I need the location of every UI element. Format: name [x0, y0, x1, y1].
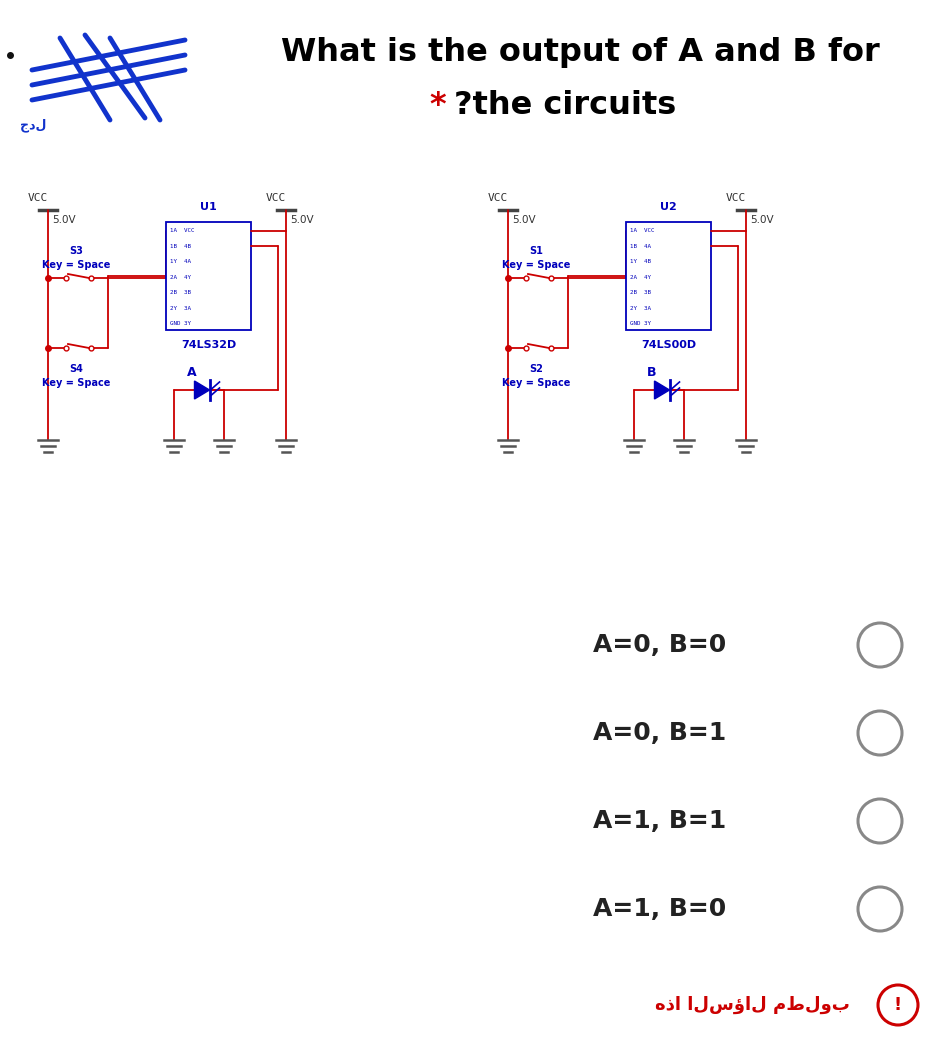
Text: 5.0V: 5.0V — [52, 215, 75, 225]
Text: 2A  4Y: 2A 4Y — [170, 275, 191, 280]
Text: 2A  4Y: 2A 4Y — [630, 275, 651, 280]
Text: 5.0V: 5.0V — [290, 215, 313, 225]
Text: 74LS00D: 74LS00D — [641, 340, 696, 351]
Text: *: * — [430, 89, 458, 120]
Text: U1: U1 — [200, 202, 217, 212]
Text: 1Y  4A: 1Y 4A — [170, 259, 191, 264]
Bar — [626, 222, 711, 330]
Text: 1Y  4B: 1Y 4B — [630, 259, 651, 264]
Text: 2Y  3A: 2Y 3A — [630, 306, 651, 311]
Text: S2
Key = Space: S2 Key = Space — [502, 364, 570, 388]
Text: What is the output of A and B for: What is the output of A and B for — [281, 36, 880, 67]
Text: 1A  VCC: 1A VCC — [630, 228, 655, 233]
Text: S4
Key = Space: S4 Key = Space — [42, 364, 110, 388]
Text: 1B  4A: 1B 4A — [630, 244, 651, 249]
Text: 1B  4B: 1B 4B — [170, 244, 191, 249]
Text: 5.0V: 5.0V — [750, 215, 774, 225]
Text: GND 3Y: GND 3Y — [170, 321, 191, 326]
Text: A=0, B=0: A=0, B=0 — [593, 633, 726, 657]
Text: VCC: VCC — [28, 193, 49, 203]
Text: B: B — [646, 365, 656, 379]
Text: VCC: VCC — [488, 193, 508, 203]
Text: VCC: VCC — [726, 193, 746, 203]
Text: هذا السؤال مطلوب: هذا السؤال مطلوب — [655, 996, 850, 1014]
Bar — [166, 222, 251, 330]
Text: A=0, B=1: A=0, B=1 — [593, 721, 726, 745]
Text: S1
Key = Space: S1 Key = Space — [502, 247, 570, 270]
Text: U2: U2 — [660, 202, 677, 212]
Text: !: ! — [894, 996, 902, 1014]
Text: 5.0V: 5.0V — [512, 215, 536, 225]
Text: 1A  VCC: 1A VCC — [170, 228, 194, 233]
Text: 2Y  3A: 2Y 3A — [170, 306, 191, 311]
Text: S3
Key = Space: S3 Key = Space — [42, 247, 110, 270]
Text: VCC: VCC — [266, 193, 287, 203]
Text: GND 3Y: GND 3Y — [630, 321, 651, 326]
Text: ?the circuits: ?the circuits — [454, 89, 676, 120]
Polygon shape — [655, 381, 669, 399]
Text: جدل: جدل — [20, 118, 47, 132]
Text: A=1, B=1: A=1, B=1 — [593, 809, 726, 833]
Text: 74LS32D: 74LS32D — [181, 340, 236, 351]
Polygon shape — [194, 381, 209, 399]
Text: A=1, B=0: A=1, B=0 — [593, 897, 726, 921]
Text: 2B  3B: 2B 3B — [170, 290, 191, 296]
Text: A: A — [187, 365, 196, 379]
Text: 2B  3B: 2B 3B — [630, 290, 651, 296]
